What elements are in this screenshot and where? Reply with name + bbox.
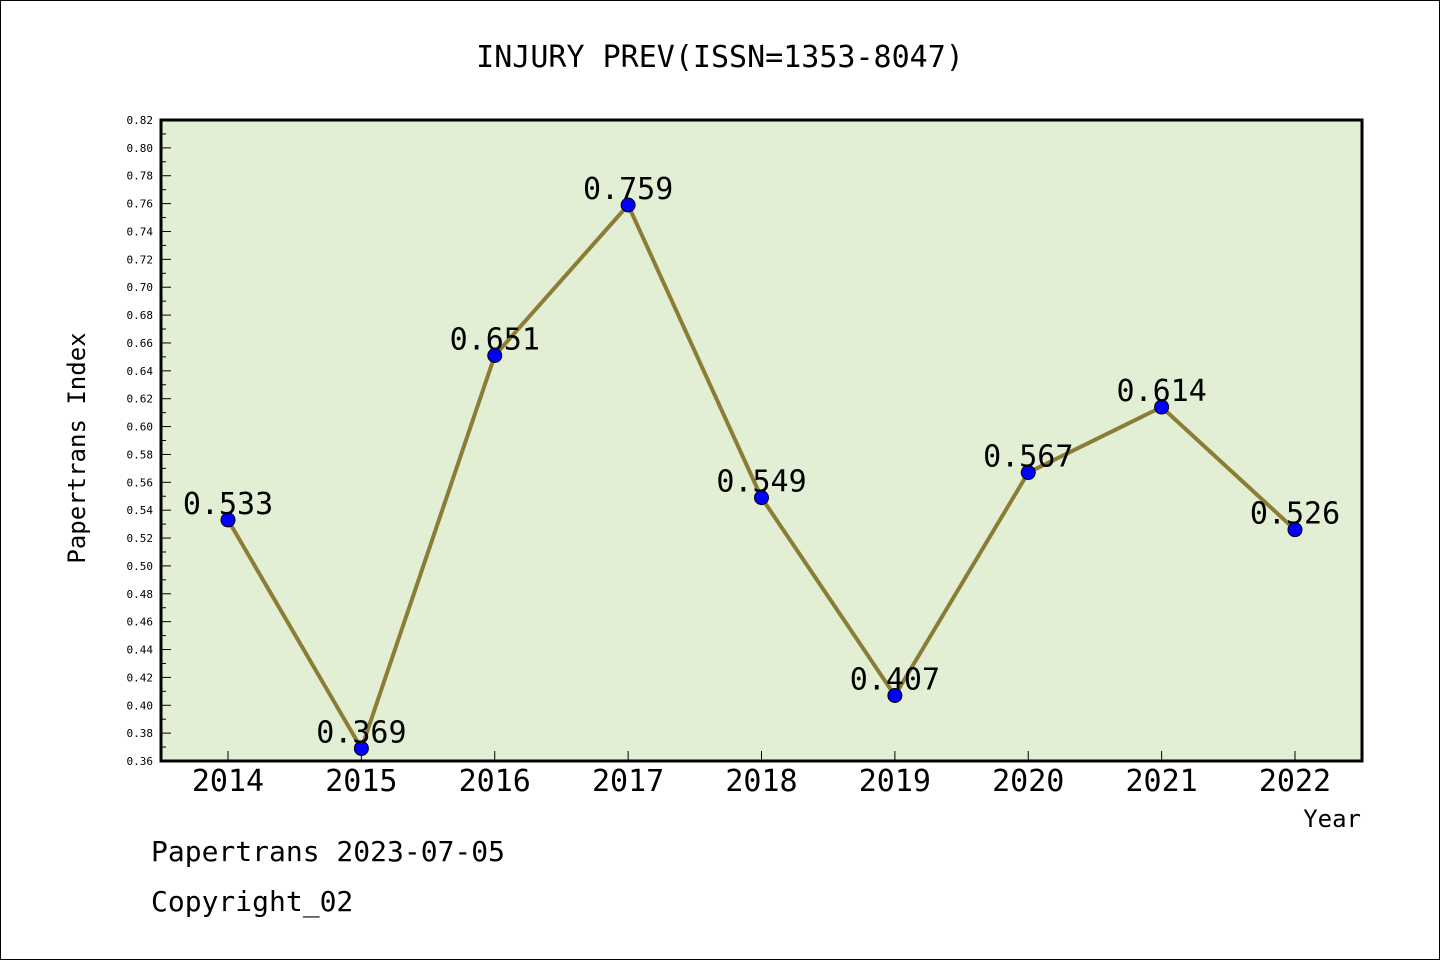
x-tick-label: 2015: [325, 764, 397, 799]
data-point: [887, 688, 903, 704]
y-tick-label: 0.76: [127, 198, 154, 211]
chart-title: INJURY PREV(ISSN=1353-8047): [476, 40, 964, 75]
y-tick-label: 0.60: [127, 421, 154, 434]
data-point: [220, 512, 236, 528]
y-tick-label: 0.50: [127, 560, 154, 573]
y-tick-label: 0.56: [127, 476, 154, 489]
y-tick-label: 0.82: [127, 114, 154, 127]
y-tick-label: 0.68: [127, 309, 154, 322]
y-tick-label: 0.72: [127, 253, 154, 266]
y-tick-label: 0.80: [127, 142, 154, 155]
y-tick-label: 0.74: [127, 225, 154, 238]
data-point: [487, 347, 503, 363]
data-point: [620, 197, 636, 213]
data-label: 0.369: [316, 715, 406, 750]
data-label: 0.614: [1116, 374, 1206, 409]
y-tick-label: 0.58: [127, 448, 154, 461]
data-label: 0.533: [183, 487, 273, 522]
x-tick-label: 2016: [459, 764, 531, 799]
y-tick-label: 0.40: [127, 699, 154, 712]
y-tick-label: 0.44: [127, 644, 154, 657]
y-tick-label: 0.38: [127, 727, 154, 740]
footer-date: Papertrans 2023-07-05: [151, 835, 506, 868]
y-tick-label: 0.66: [127, 337, 154, 350]
x-axis-label: Year: [1303, 805, 1361, 833]
data-point: [754, 490, 769, 506]
data-point: [1287, 522, 1303, 538]
data-point: [1020, 465, 1036, 481]
x-tick-label: 2019: [859, 764, 931, 799]
data-point: [353, 740, 369, 756]
y-tick-label: 0.62: [127, 393, 154, 406]
y-axis-label: Papertrans Index: [63, 332, 91, 563]
y-tick-label: 0.78: [127, 170, 154, 183]
x-tick-label: 2014: [192, 764, 264, 799]
y-tick-label: 0.52: [127, 532, 154, 545]
data-label: 0.407: [850, 663, 940, 698]
y-tick-label: 0.46: [127, 616, 154, 629]
series-layer: 0.533 0.369 0.651 0.759 0.549 0.407 0.567 0.614…: [183, 172, 1340, 756]
x-axis: 2014 2015 2016 2017 2018 2019 2020 2021 2022: [192, 751, 1331, 799]
data-label: 0.567: [983, 440, 1073, 475]
footer-copyright: Copyright_02: [151, 885, 354, 918]
data-label: 0.651: [450, 322, 540, 357]
y-tick-label: 0.54: [127, 504, 154, 517]
data-label: 0.759: [583, 172, 673, 207]
data-label: 0.526: [1250, 497, 1340, 532]
plot-area: [159, 118, 1364, 763]
data-label: 0.549: [716, 465, 806, 500]
y-tick-label: 0.42: [127, 671, 154, 684]
x-tick-label: 2017: [592, 764, 664, 799]
y-tick-label: 0.70: [127, 281, 154, 294]
x-tick-label: 2018: [725, 764, 797, 799]
x-tick-label: 2020: [992, 764, 1064, 799]
y-tick-label: 0.48: [127, 588, 154, 601]
data-point: [1154, 399, 1170, 415]
y-tick-label: 0.64: [127, 365, 154, 378]
x-tick-label: 2022: [1259, 764, 1331, 799]
y-axis: 0.36 0.38 0.40 0.42 0.44 0.46 0.48 0.50 0.52 0.54…: [127, 114, 171, 768]
x-tick-label: 2021: [1126, 764, 1198, 799]
y-tick-label: 0.36: [127, 755, 154, 768]
